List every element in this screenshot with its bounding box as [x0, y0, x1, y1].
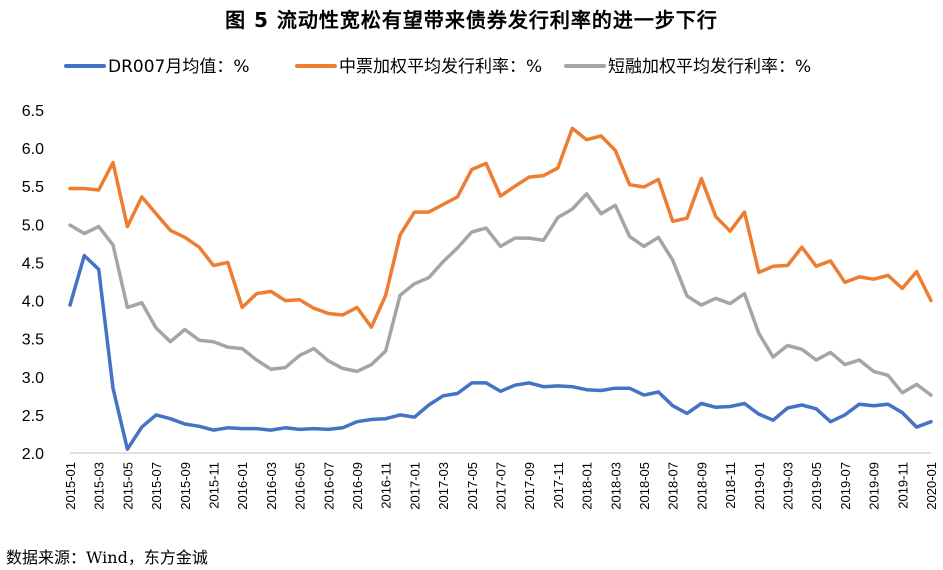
x-tick-label: 2019-03 [781, 462, 796, 510]
x-tick-label: 2020-01 [924, 462, 939, 510]
x-tick-label: 2017-03 [436, 462, 451, 510]
y-tick-label: 2.0 [22, 446, 44, 463]
x-tick-label: 2018-11 [723, 462, 738, 509]
x-tick-label: 2015-03 [92, 462, 107, 510]
x-tick-label: 2016-09 [350, 462, 365, 510]
x-tick-label: 2019-05 [809, 462, 824, 510]
x-tick-label: 2016-05 [293, 462, 308, 510]
x-tick-label: 2016-03 [264, 462, 279, 510]
x-tick-label: 2017-09 [522, 462, 537, 510]
y-tick-label: 4.0 [22, 294, 44, 311]
x-tick-label: 2017-05 [465, 462, 480, 510]
legend-label: 短融加权平均发行利率：% [608, 57, 811, 77]
x-tick-label: 2018-01 [580, 462, 595, 510]
legend-label: DR007月均值：% [108, 57, 250, 77]
x-tick-label: 2017-07 [494, 462, 509, 510]
x-tick-label: 2018-09 [694, 462, 709, 510]
x-tick-label: 2019-09 [867, 462, 882, 510]
x-tick-label: 2017-11 [551, 462, 566, 509]
y-tick-label: 3.0 [22, 370, 44, 387]
x-tick-label: 2015-01 [63, 462, 78, 510]
y-tick-label: 4.5 [22, 255, 44, 272]
x-tick-label: 2019-11 [895, 462, 910, 509]
x-tick-label: 2016-07 [321, 462, 336, 510]
y-tick-label: 6.5 [22, 103, 44, 120]
x-tick-label: 2018-03 [608, 462, 623, 510]
x-tick-label: 2015-05 [120, 462, 135, 510]
y-tick-label: 6.0 [22, 141, 44, 158]
legend: DR007月均值：% 中票加权平均发行利率：% 短融加权平均发行利率：% [64, 57, 811, 77]
x-tick-label: 2018-07 [666, 462, 681, 510]
x-tick-label: 2015-11 [207, 462, 222, 509]
mtn-rate-line [68, 126, 933, 329]
x-axis: 2015-01 2015-03 2015-05 2015-07 2015-09 2015-… [63, 452, 939, 510]
y-tick-label: 5.5 [22, 179, 44, 196]
x-tick-label: 2019-07 [838, 462, 853, 510]
x-tick-label: 2015-09 [178, 462, 193, 510]
x-tick-label: 2017-01 [407, 462, 422, 510]
x-tick-label: 2016-01 [235, 462, 250, 510]
y-tick-label: 2.5 [22, 408, 44, 425]
x-tick-label: 2016-11 [379, 462, 394, 509]
x-tick-label: 2018-05 [637, 462, 652, 510]
y-tick-label: 3.5 [22, 332, 44, 349]
legend-label: 中票加权平均发行利率：% [339, 57, 542, 77]
source-note: 数据来源：Wind，东方金诚 [6, 548, 208, 567]
cp-rate-line [68, 192, 933, 397]
chart-title: 图 5 流动性宽松有望带来债券发行利率的进一步下行 [225, 8, 718, 32]
y-axis: 2.0 2.5 3.0 3.5 4.0 4.5 5.0 5.5 6.0 6.5 [22, 103, 44, 463]
y-tick-label: 5.0 [22, 217, 44, 234]
plot-area [68, 126, 933, 451]
dr007-line [68, 253, 933, 451]
x-tick-label: 2015-07 [149, 462, 164, 510]
x-tick-label: 2019-01 [752, 462, 767, 510]
